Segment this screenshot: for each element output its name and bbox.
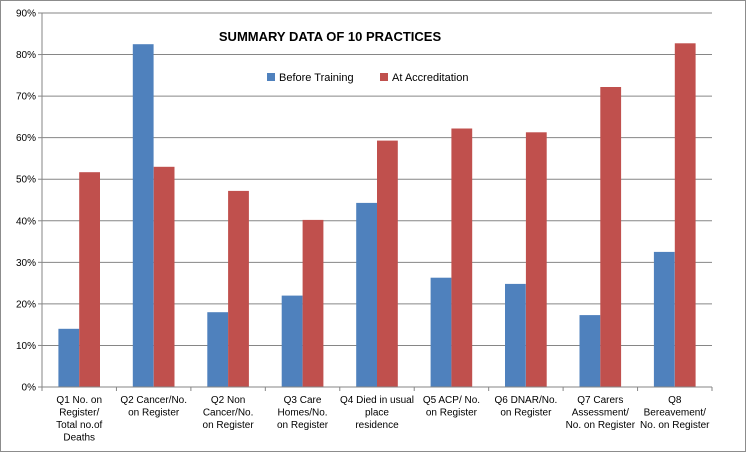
x-category-label: Q6 DNAR/No. on Register bbox=[494, 395, 557, 419]
x-category-label: Q2 Non Cancer/No. on Register bbox=[203, 395, 255, 431]
x-category-label: Q7 Carers Assessment/No. on Register bbox=[566, 395, 636, 431]
bar-at-accreditation bbox=[377, 140, 398, 387]
y-tick-label: 90% bbox=[16, 9, 36, 20]
bar-at-accreditation bbox=[525, 132, 547, 387]
x-category-label: Q8 Bereavement/No. on Register bbox=[640, 395, 710, 431]
y-tick-label: 80% bbox=[16, 50, 36, 61]
legend-label: Before Training bbox=[279, 72, 354, 84]
bars bbox=[58, 43, 696, 388]
y-tick-label: 30% bbox=[16, 258, 36, 269]
bar-before-training bbox=[579, 315, 601, 387]
y-tick-label: 40% bbox=[16, 216, 36, 227]
bar-at-accreditation bbox=[302, 219, 324, 387]
bar-before-training bbox=[132, 44, 154, 387]
legend-label: At Accreditation bbox=[392, 72, 468, 84]
bar-at-accreditation bbox=[451, 128, 473, 387]
legend-swatch bbox=[380, 73, 388, 81]
bar-before-training bbox=[356, 202, 377, 387]
bar-before-training bbox=[653, 251, 675, 387]
legend: Before Training At Accreditation bbox=[267, 72, 468, 84]
x-category-label: Q3 Care Homes/No. on Register bbox=[277, 395, 329, 431]
bar-at-accreditation bbox=[674, 43, 696, 388]
legend-swatch bbox=[267, 73, 275, 81]
bar-at-accreditation bbox=[79, 172, 100, 387]
bar-before-training bbox=[430, 277, 452, 387]
y-tick-label: 70% bbox=[16, 92, 36, 103]
bar-before-training bbox=[58, 328, 80, 387]
bar-at-accreditation bbox=[600, 87, 622, 387]
bar-before-training bbox=[505, 283, 526, 387]
x-category-label: Q5 ACP/ No. on Register bbox=[423, 395, 480, 419]
bar-before-training bbox=[207, 312, 229, 387]
x-category-label: Q2 Cancer/No. on Register bbox=[120, 395, 187, 419]
bar-at-accreditation bbox=[228, 190, 249, 387]
chart-title: SUMMARY DATA OF 10 PRACTICES bbox=[219, 29, 442, 44]
x-axis-category-labels: Q1 No. on Register/Total no.of Deaths Q2 Ca… bbox=[41, 387, 713, 444]
bar-before-training bbox=[281, 295, 303, 387]
y-tick-label: 60% bbox=[16, 133, 36, 144]
x-category-label: Q4 Died in usual place residence bbox=[340, 395, 414, 431]
y-tick-label: 10% bbox=[16, 341, 36, 352]
y-tick-label: 20% bbox=[16, 299, 36, 310]
y-tick-label: 0% bbox=[22, 383, 37, 394]
y-axis-ticks: 0% 10% 20% 30% 40% 50% 60% 70% 80% 90% bbox=[16, 9, 36, 394]
x-category-label: Q1 No. on Register/Total no.of Deaths bbox=[56, 395, 102, 444]
y-tick-label: 50% bbox=[16, 175, 36, 186]
bar-at-accreditation bbox=[153, 166, 175, 387]
